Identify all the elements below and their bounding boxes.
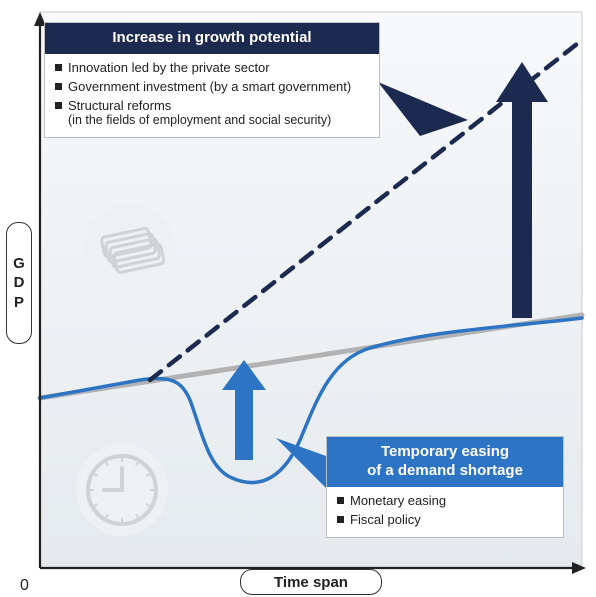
origin-label: 0 [20,577,29,595]
callout-item-list: Monetary easing Fiscal policy [337,493,553,527]
callout-title: Increase in growth potential [45,23,379,54]
callout-demand-shortage: Temporary easingof a demand shortage Mon… [326,436,564,538]
money-icon [84,204,176,296]
clock-icon [76,444,168,536]
list-item: Innovation led by the private sector [55,60,369,75]
list-item: Government investment (by a smart govern… [55,79,369,94]
list-item: Fiscal policy [337,512,553,527]
callout-title: Temporary easingof a demand shortage [327,437,563,487]
list-item: Structural reforms(in the fields of empl… [55,98,369,127]
callout-item-list: Innovation led by the private sector Gov… [55,60,369,127]
x-axis-label: Time span [240,569,382,595]
y-axis-label: G D P [6,222,32,344]
callout-growth-potential: Increase in growth potential Innovation … [44,22,380,138]
list-item: Monetary easing [337,493,553,508]
